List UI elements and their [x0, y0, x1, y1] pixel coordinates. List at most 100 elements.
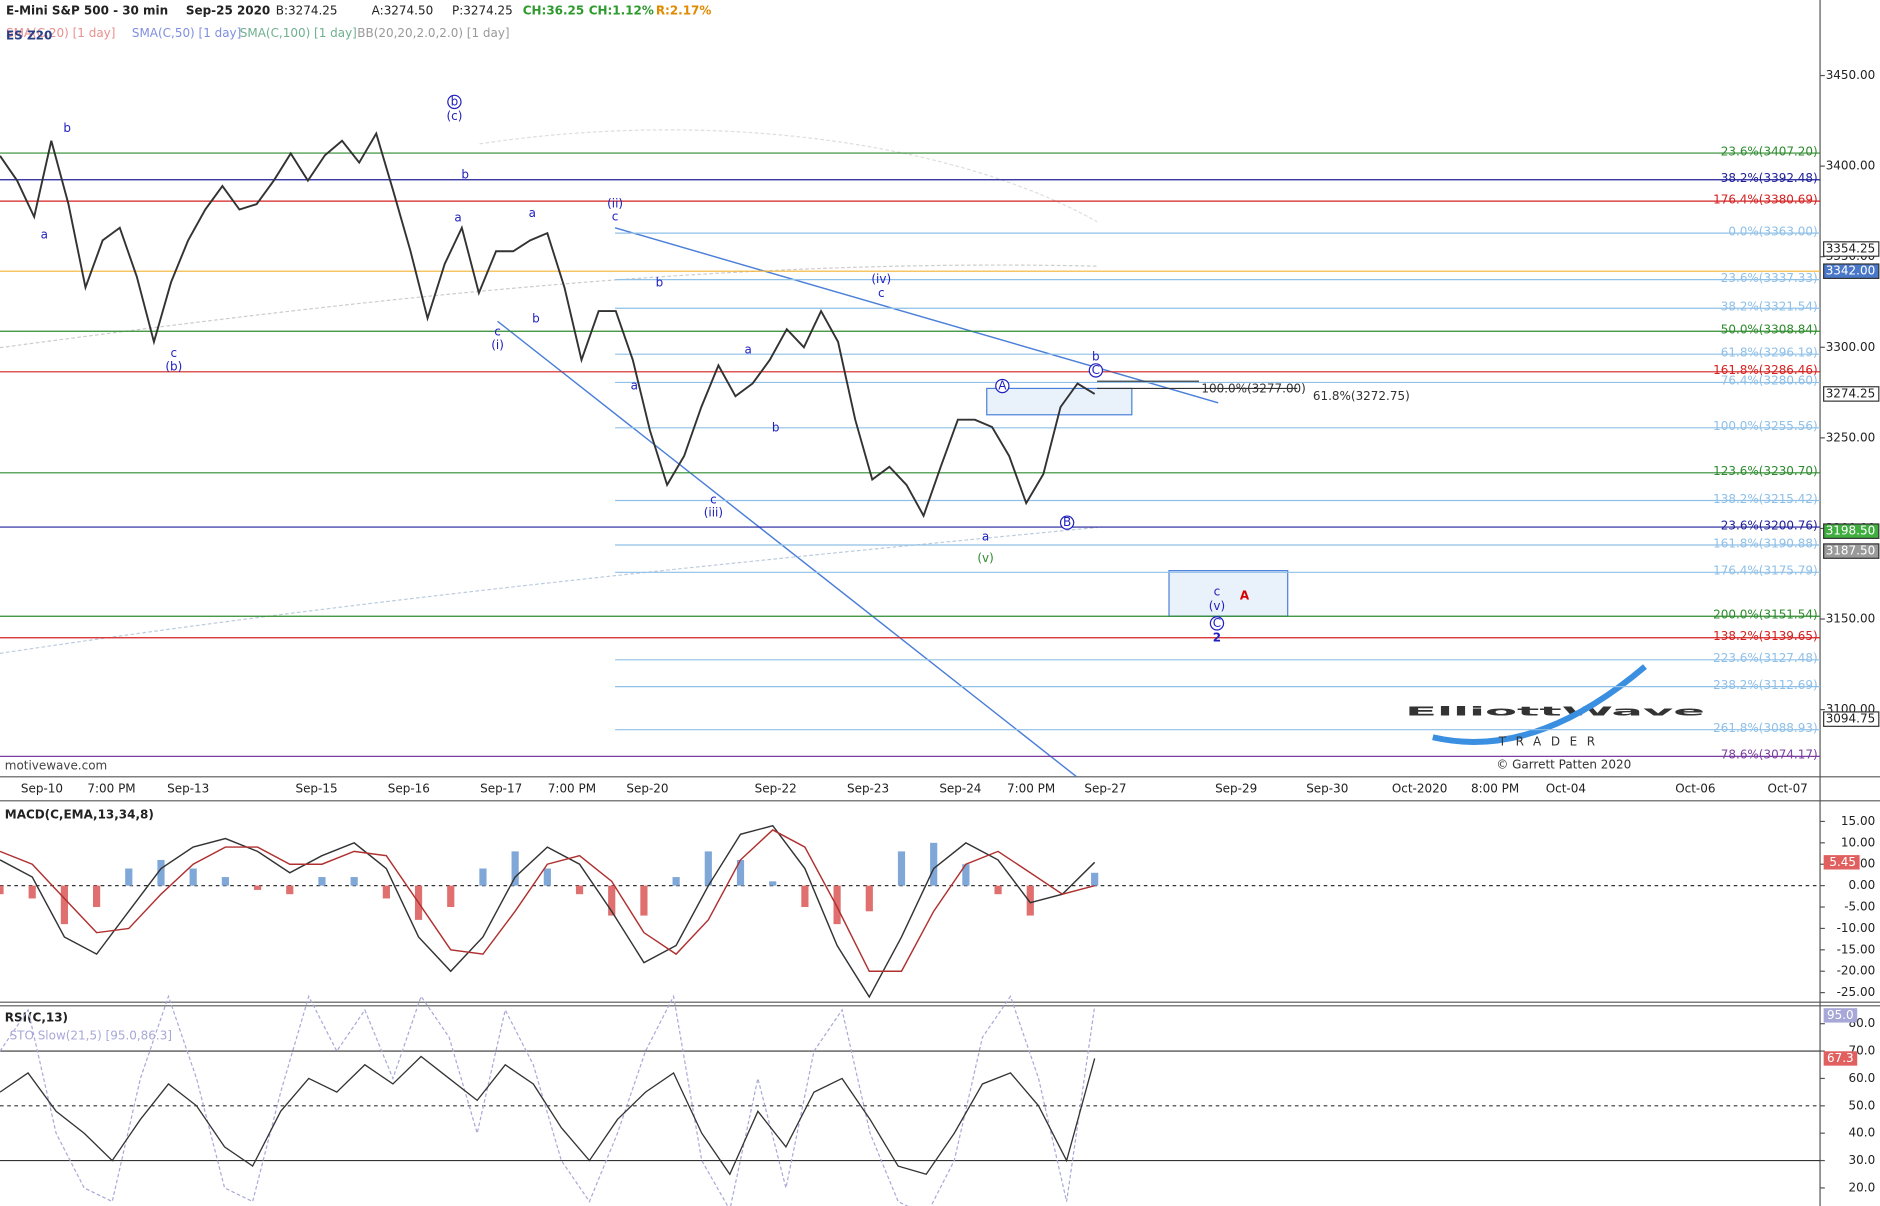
x-tick-label: Sep-30: [1306, 781, 1348, 795]
price-tag-label: 3187.50: [1826, 544, 1876, 558]
y-tick-label: -5.00: [1844, 900, 1875, 914]
trend-line: [614, 227, 1219, 404]
macd-histogram-bar: [28, 885, 36, 899]
projection-label: 100.0%(3277.00): [1201, 381, 1305, 395]
fib-label: 176.4%(3175.79): [1713, 564, 1817, 578]
header-price: P:3274.25: [452, 3, 513, 17]
macd-histogram-bar: [382, 885, 390, 899]
price-tag: [1823, 263, 1880, 279]
indicator-legend: SMA(C,50) [1 day]: [132, 26, 241, 40]
macd-histogram-bar: [769, 881, 777, 886]
x-tick-label: Sep-20: [626, 781, 668, 795]
macd-histogram-bar: [447, 885, 455, 908]
fib-label: 161.8%(3190.88): [1713, 536, 1817, 550]
value-tag: [1823, 1051, 1858, 1066]
y-tick-label: -15.00: [1837, 942, 1876, 956]
x-tick-label: Sep-23: [847, 781, 889, 795]
wave-label: A: [998, 379, 1007, 393]
fib-label: 261.8%(3088.93): [1713, 721, 1817, 735]
fib-label: 38.2%(3392.48): [1721, 171, 1818, 185]
fib-label: 50.0%(3308.84): [1721, 323, 1818, 337]
macd-histogram-bar: [92, 885, 101, 908]
wave-label: a: [631, 379, 638, 393]
panel-subtitle: STO Slow(21,5) [95.0,86.3]: [10, 1028, 172, 1042]
wave-label: (v): [977, 551, 993, 565]
fib-label: 123.6%(3230.70): [1713, 464, 1817, 478]
x-tick-label: Sep-17: [480, 781, 522, 795]
x-tick-label: Oct-06: [1675, 781, 1715, 795]
moving-average: [0, 526, 1098, 654]
rsi-line: [0, 1055, 1096, 1176]
wave-label: A: [1240, 588, 1250, 602]
y-tick-label: -20.00: [1837, 964, 1876, 978]
y-tick-label: 60.0: [1849, 1071, 1876, 1085]
wave-label: 2: [1213, 630, 1221, 644]
fib-label: 61.8%(3296.19): [1721, 345, 1818, 359]
y-tick-label: 3450.00: [1826, 68, 1876, 82]
wave-label: (ii): [607, 196, 623, 210]
price-tag: [1823, 241, 1880, 257]
fib-label: 100.0%(3255.56): [1713, 419, 1817, 433]
macd-histogram-bar: [479, 868, 487, 886]
x-tick-label: 7:00 PM: [548, 781, 596, 795]
price-tag: [1823, 543, 1880, 559]
macd-histogram-bar: [543, 868, 551, 886]
x-tick-label: 7:00 PM: [1007, 781, 1055, 795]
fib-label: 23.6%(3200.76): [1721, 518, 1818, 532]
y-tick-label: 3250.00: [1826, 430, 1876, 444]
macd-line: [0, 829, 1095, 972]
panel-title: MACD(C,EMA,13,34,8): [5, 808, 154, 822]
indicator-legend: SMA(C,20) [1 day]: [6, 26, 115, 40]
value-tag: [1823, 1008, 1858, 1023]
panel-title: RSI(C,13): [5, 1010, 68, 1024]
wave-label: c: [710, 492, 717, 506]
macd-histogram-bar: [640, 885, 648, 916]
macd-histogram-bar: [189, 868, 197, 886]
value-tag-label: 95.0: [1827, 1008, 1854, 1022]
macd-histogram-bar: [994, 885, 1002, 895]
price-tag-label: 3274.25: [1826, 386, 1876, 400]
logo-credit: © Garrett Patten 2020: [1496, 757, 1631, 771]
moving-average: [0, 264, 1098, 349]
wave-label: b: [1092, 350, 1100, 364]
macd-histogram-bar: [865, 885, 873, 912]
wave-label: a: [529, 206, 536, 220]
x-tick-label: 8:00 PM: [1471, 781, 1519, 795]
x-tick-label: Sep-29: [1215, 781, 1257, 795]
wave-label: (iii): [704, 506, 723, 520]
bollinger-band: [479, 129, 1098, 223]
logo-name: ElliottWave: [1405, 705, 1705, 719]
price-tag-label: 3198.50: [1826, 524, 1876, 538]
y-tick-label: 10.00: [1841, 835, 1875, 849]
price-line: [0, 131, 1096, 519]
macd-histogram-bar: [801, 885, 809, 908]
header-bid: B:3274.25: [276, 3, 338, 17]
logo-sub: TRADER: [1498, 735, 1605, 749]
wave-label: b: [461, 168, 469, 182]
x-tick-label: Sep-22: [755, 781, 797, 795]
price-tag-label: 3094.75: [1826, 712, 1876, 726]
macd-histogram-bar: [350, 877, 358, 886]
fib-label: 0.0%(3363.00): [1728, 224, 1817, 238]
macd-histogram-bar: [608, 885, 616, 916]
logo-swoosh: [1432, 664, 1647, 745]
projection-label: 61.8%(3272.75): [1313, 389, 1410, 403]
wave-label: B: [1063, 515, 1071, 529]
value-tag-label: 5.45: [1829, 855, 1856, 869]
sto-line: [0, 994, 1096, 1206]
price-tag: [1823, 523, 1880, 539]
value-tag: [1823, 855, 1860, 870]
macd-histogram-bar: [833, 885, 841, 925]
y-tick-label: 15.00: [1841, 814, 1875, 828]
x-tick-label: Sep-27: [1084, 781, 1126, 795]
header-change-pct: CH:1.12%: [589, 3, 654, 17]
y-tick-label: 40.0: [1849, 1126, 1876, 1140]
wave-label: a: [744, 343, 751, 357]
fib-label: 23.6%(3337.33): [1721, 271, 1818, 285]
wave-label: (c): [446, 109, 462, 123]
macd-histogram-bar: [736, 859, 745, 886]
macd-histogram-bar: [704, 851, 712, 886]
y-tick-label: 50.0: [1849, 1098, 1876, 1112]
